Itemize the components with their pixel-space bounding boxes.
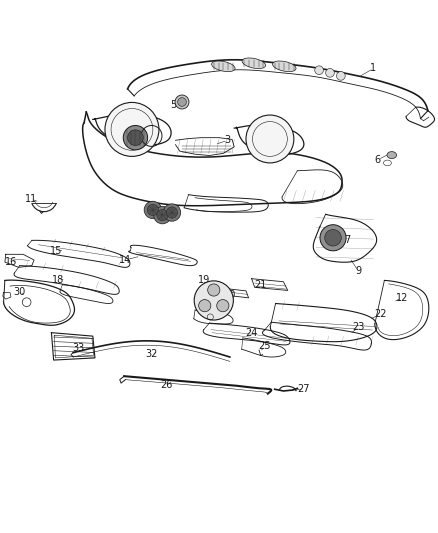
Circle shape xyxy=(217,300,229,312)
Text: 31: 31 xyxy=(203,306,215,316)
Circle shape xyxy=(157,209,168,221)
Ellipse shape xyxy=(242,58,265,69)
Circle shape xyxy=(325,68,334,77)
Text: 15: 15 xyxy=(49,246,62,256)
Circle shape xyxy=(246,115,294,163)
Circle shape xyxy=(123,125,148,150)
Text: 30: 30 xyxy=(14,287,26,297)
Circle shape xyxy=(178,98,186,107)
Text: 22: 22 xyxy=(374,309,386,319)
Text: 16: 16 xyxy=(5,257,17,267)
Circle shape xyxy=(127,130,143,146)
Circle shape xyxy=(208,284,220,296)
Circle shape xyxy=(336,71,345,80)
Circle shape xyxy=(144,201,162,219)
Ellipse shape xyxy=(212,61,235,71)
Text: 26: 26 xyxy=(161,380,173,390)
Text: 19: 19 xyxy=(198,276,210,286)
Text: 5: 5 xyxy=(170,100,177,110)
Ellipse shape xyxy=(387,151,396,158)
Text: 12: 12 xyxy=(396,293,408,303)
Circle shape xyxy=(194,281,233,320)
Text: 33: 33 xyxy=(73,343,85,353)
Text: 7: 7 xyxy=(122,135,128,146)
Circle shape xyxy=(105,102,159,156)
Text: 1: 1 xyxy=(371,63,377,74)
Ellipse shape xyxy=(272,61,296,71)
Circle shape xyxy=(166,207,178,218)
Circle shape xyxy=(315,66,323,75)
Text: 7: 7 xyxy=(344,236,350,245)
Text: 23: 23 xyxy=(352,322,364,333)
Text: 8: 8 xyxy=(153,209,159,219)
Text: 11: 11 xyxy=(25,194,37,204)
Text: 21: 21 xyxy=(254,280,267,290)
Circle shape xyxy=(154,206,171,224)
Text: 20: 20 xyxy=(224,290,236,300)
Circle shape xyxy=(175,95,189,109)
Circle shape xyxy=(147,204,159,215)
Text: 3: 3 xyxy=(225,135,231,146)
Text: 24: 24 xyxy=(245,328,258,337)
Circle shape xyxy=(325,230,341,246)
Text: 14: 14 xyxy=(119,255,131,265)
Text: 25: 25 xyxy=(258,341,271,351)
Text: 6: 6 xyxy=(375,155,381,165)
Text: 32: 32 xyxy=(145,350,158,359)
Text: 9: 9 xyxy=(355,266,361,276)
Circle shape xyxy=(320,225,346,251)
Circle shape xyxy=(199,300,211,312)
Text: 27: 27 xyxy=(297,384,310,394)
Circle shape xyxy=(163,204,181,221)
Text: 18: 18 xyxy=(52,276,64,286)
